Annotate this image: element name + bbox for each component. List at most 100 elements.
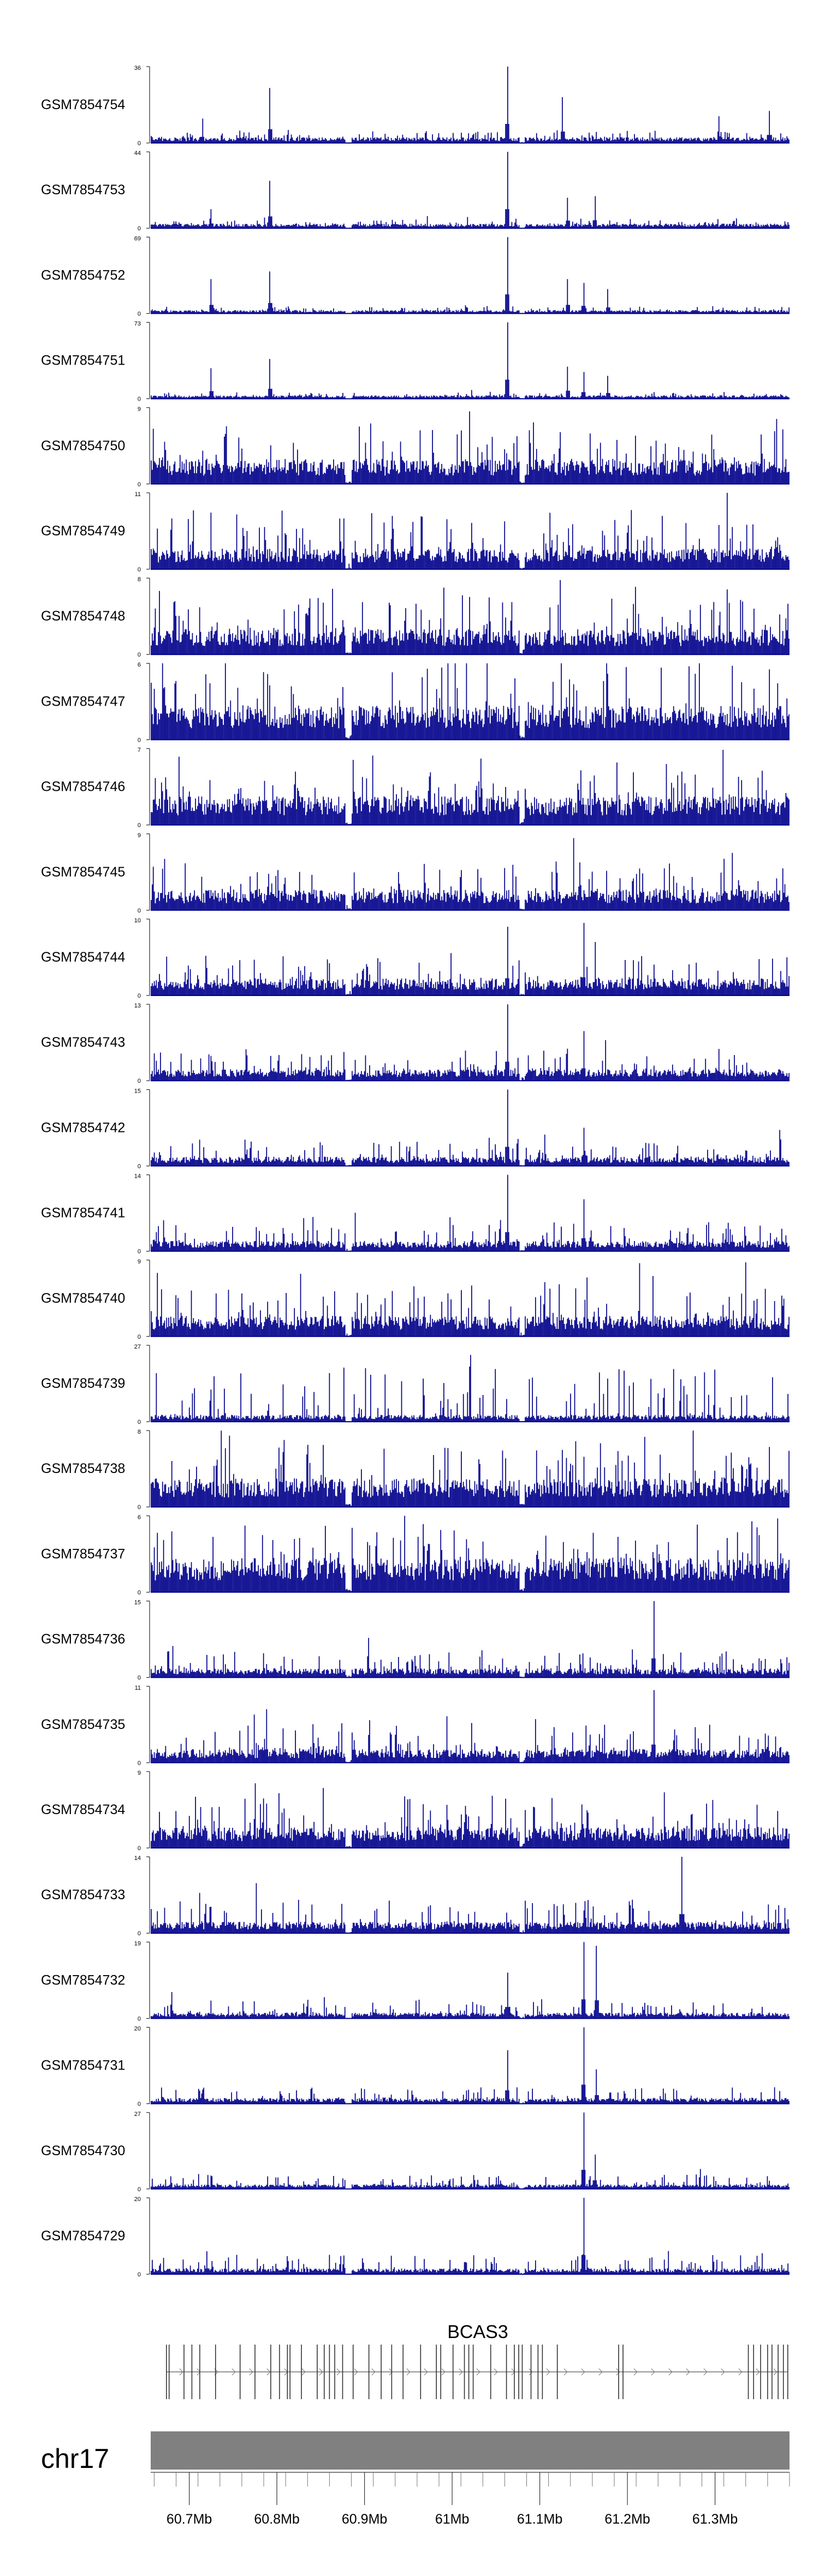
track-label: GSM7854735: [41, 1717, 125, 1732]
coverage-bars: [151, 838, 790, 910]
track-label: GSM7854733: [41, 1887, 125, 1903]
track-GSM7854730: GSM7854730 27 0: [41, 2111, 790, 2193]
coverage-bars: [151, 1783, 790, 1848]
y-max-label: 14: [134, 1855, 141, 1862]
y-min-label: 0: [138, 2186, 141, 2193]
track-label: GSM7854750: [41, 438, 125, 454]
strand-arrow: [476, 2368, 480, 2376]
track-label: GSM7854753: [41, 182, 125, 198]
track-GSM7854733: GSM7854733 14 0: [41, 1855, 790, 1937]
track-GSM7854742: GSM7854742 15 0: [41, 1088, 790, 1170]
y-min-label: 0: [138, 2271, 141, 2278]
strand-arrow: [179, 2368, 183, 2376]
gene-name-label: BCAS3: [447, 2322, 508, 2342]
coverage-bars: [151, 1516, 790, 1593]
strand-arrow: [633, 2368, 638, 2376]
track-label: GSM7854730: [41, 2143, 125, 2158]
track-label: GSM7854747: [41, 694, 125, 709]
track-GSM7854732: GSM7854732 19 0: [41, 1940, 790, 2022]
strand-arrow: [494, 2368, 498, 2376]
track-GSM7854731: GSM7854731 20 0: [41, 2026, 790, 2108]
track-GSM7854738: GSM7854738 8 0: [41, 1429, 790, 1511]
coverage-bars: [151, 2198, 790, 2274]
y-max-label: 27: [134, 2111, 141, 2118]
x-tick-label: 61.3Mb: [692, 2512, 738, 2527]
y-max-label: 10: [134, 917, 141, 924]
track-GSM7854753: GSM7854753 44 0: [41, 150, 790, 232]
coverage-bars: [151, 580, 790, 655]
coverage-bars: [151, 1942, 790, 2019]
strand-arrow: [581, 2368, 585, 2376]
x-tick-label: 60.9Mb: [342, 2512, 387, 2527]
y-min-label: 0: [138, 1078, 141, 1084]
strand-arrow: [197, 2368, 201, 2376]
coverage-bars: [151, 2112, 790, 2189]
track-label: GSM7854743: [41, 1035, 125, 1050]
track-GSM7854740: GSM7854740 9 0: [41, 1259, 790, 1340]
y-min-label: 0: [138, 1249, 141, 1255]
strand-arrow: [721, 2368, 725, 2376]
strand-arrow: [354, 2368, 358, 2376]
strand-arrow: [406, 2368, 411, 2376]
track-label: GSM7854748: [41, 609, 125, 624]
y-max-label: 11: [135, 491, 141, 498]
y-min-label: 0: [138, 311, 141, 317]
track-GSM7854747: GSM7854747 6 0: [41, 661, 790, 743]
strand-arrow: [249, 2368, 253, 2376]
x-tick-label: 61.2Mb: [604, 2512, 650, 2527]
coverage-bars: [151, 1262, 790, 1337]
coverage-bars: [151, 663, 790, 740]
track-label: GSM7854749: [41, 523, 125, 539]
y-min-label: 0: [138, 140, 141, 147]
track-label: GSM7854751: [41, 353, 125, 368]
y-max-label: 7: [138, 747, 141, 754]
y-min-label: 0: [138, 1163, 141, 1170]
strand-arrow: [424, 2368, 428, 2376]
y-min-label: 0: [138, 1589, 141, 1596]
track-GSM7854737: GSM7854737 6 0: [41, 1514, 790, 1596]
track-label: GSM7854740: [41, 1291, 125, 1306]
strand-arrow: [546, 2368, 550, 2376]
y-min-label: 0: [138, 1930, 141, 1937]
y-max-label: 9: [138, 1770, 141, 1776]
strand-arrow: [232, 2368, 236, 2376]
strand-arrow: [389, 2368, 393, 2376]
track-label: GSM7854734: [41, 1802, 125, 1817]
gene-track: BCAS3: [166, 2322, 788, 2399]
coverage-bars: [151, 1004, 790, 1081]
coverage-bars: [151, 1089, 790, 1166]
y-max-label: 9: [138, 832, 141, 839]
coverage-bars: [151, 67, 790, 143]
y-max-label: 15: [134, 1088, 141, 1094]
coverage-bars: [151, 322, 790, 399]
x-tick-label: 60.8Mb: [254, 2512, 299, 2527]
track-GSM7854735: GSM7854735 11 0: [41, 1685, 790, 1767]
y-min-label: 0: [138, 2101, 141, 2108]
y-min-label: 0: [138, 1845, 141, 1852]
y-min-label: 0: [138, 1675, 141, 1681]
strand-arrow: [563, 2368, 568, 2376]
y-max-label: 8: [138, 1429, 141, 1435]
strand-arrow: [336, 2368, 341, 2376]
track-GSM7854736: GSM7854736 15 0: [41, 1600, 790, 1681]
strand-arrow: [616, 2368, 620, 2376]
y-max-label: 19: [134, 1940, 141, 1947]
y-min-label: 0: [138, 737, 141, 743]
track-label: GSM7854736: [41, 1632, 125, 1647]
strand-arrow: [598, 2368, 603, 2376]
y-min-label: 0: [138, 567, 141, 573]
track-GSM7854743: GSM7854743 13 0: [41, 1003, 790, 1084]
y-min-label: 0: [138, 2016, 141, 2022]
y-max-label: 27: [134, 1344, 141, 1350]
track-label: GSM7854738: [41, 1461, 125, 1476]
coverage-bars: [151, 1430, 790, 1507]
coverage-bars: [151, 2027, 790, 2104]
y-min-label: 0: [138, 481, 141, 488]
strand-arrow: [266, 2368, 271, 2376]
track-label: GSM7854739: [41, 1376, 125, 1391]
coverage-bars: [151, 493, 790, 569]
strand-arrow: [511, 2368, 515, 2376]
y-max-label: 20: [134, 2026, 141, 2032]
y-min-label: 0: [138, 225, 141, 232]
track-GSM7854729: GSM7854729 20 0: [41, 2196, 790, 2278]
